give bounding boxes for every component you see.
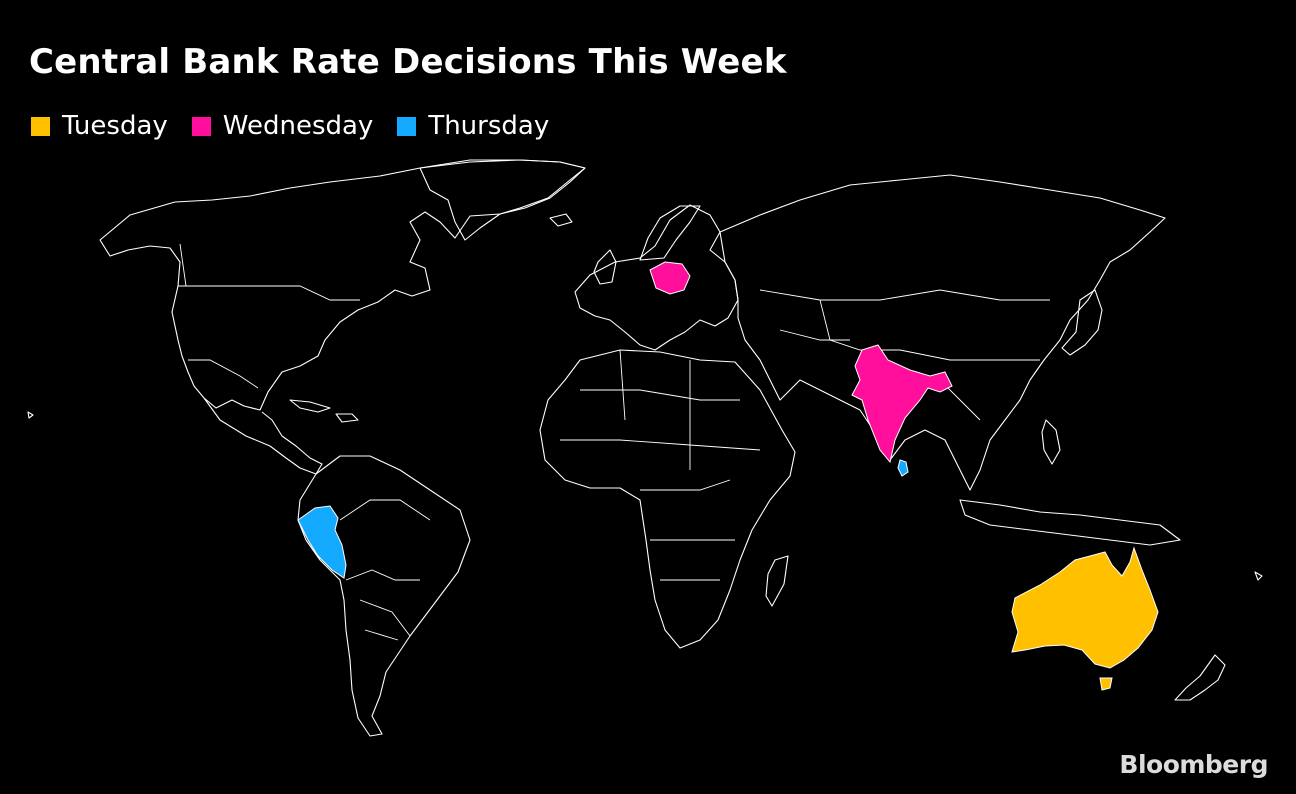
south-america-outline	[297, 455, 471, 737]
legend-label-tuesday: Tuesday	[62, 111, 168, 141]
legend-item-thursday: Thursday	[397, 108, 549, 144]
legend: Tuesday Wednesday Thursday	[31, 108, 573, 144]
legend-label-wednesday: Wednesday	[222, 111, 374, 141]
new-zealand-outline	[1174, 654, 1226, 701]
madagascar-outline	[765, 555, 789, 607]
australia-shape	[1011, 546, 1159, 669]
philippines-outline	[1041, 419, 1061, 465]
north-america-outline	[99, 159, 586, 411]
pacific-islands-outline	[27, 411, 1263, 581]
us-mexico-border	[188, 359, 259, 389]
tasmania-shape	[1099, 677, 1113, 691]
africa-outline	[539, 349, 796, 649]
bloomberg-logo: Bloomberg	[1119, 750, 1268, 779]
cuba-outline	[289, 399, 331, 413]
legend-item-tuesday: Tuesday	[31, 108, 168, 144]
greenland-outline	[419, 159, 586, 241]
legend-swatch-thursday	[397, 116, 417, 136]
legend-label-thursday: Thursday	[428, 111, 550, 141]
africa-borders	[560, 349, 761, 581]
legend-item-wednesday: Wednesday	[191, 108, 374, 144]
asia-outline	[719, 174, 1166, 491]
uk-outline	[593, 249, 617, 285]
india-shape	[851, 344, 953, 464]
canada-us-border	[178, 285, 360, 301]
hispaniola-outline	[335, 413, 359, 423]
peru-shape	[297, 505, 347, 579]
sri-lanka-shape	[897, 459, 909, 477]
chart-title: Central Bank Rate Decisions This Week	[29, 42, 787, 82]
asia-borders	[759, 289, 1050, 421]
scandinavia-outline	[639, 205, 701, 261]
legend-swatch-tuesday	[31, 116, 50, 136]
world-map	[27, 159, 1263, 737]
indonesia-outline	[959, 499, 1181, 546]
alaska-border	[179, 243, 187, 287]
legend-swatch-wednesday	[191, 116, 211, 136]
japan-outline	[1061, 289, 1103, 356]
iceland-outline	[549, 213, 573, 227]
south-america-borders	[339, 499, 431, 641]
poland-shape	[649, 261, 691, 295]
